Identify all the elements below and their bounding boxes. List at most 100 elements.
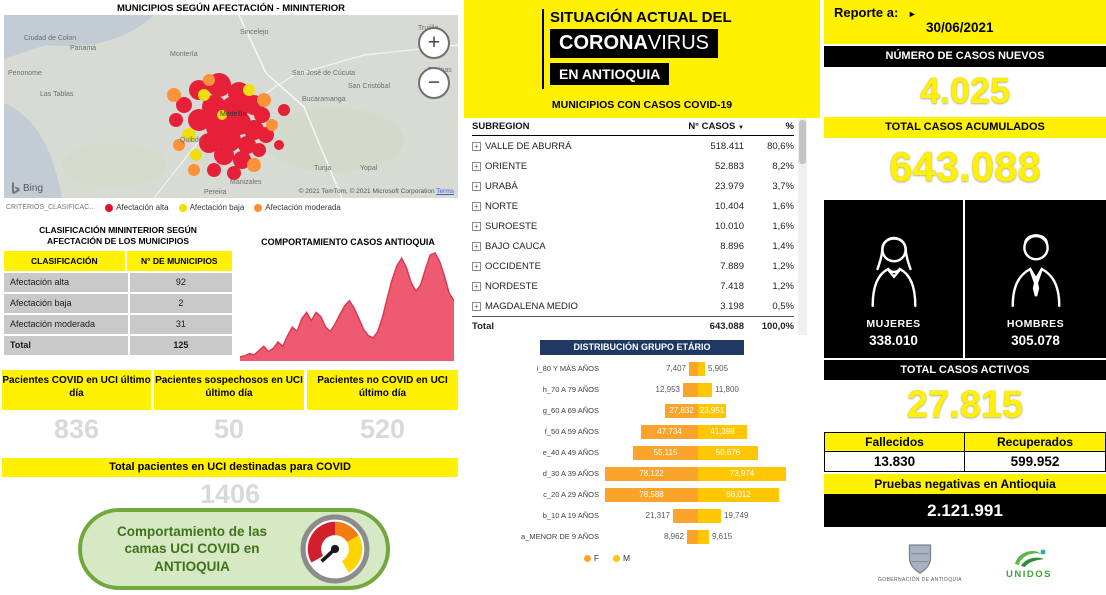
f-dot-icon [584,555,591,562]
deaths-label: Fallecidos [824,432,965,452]
active-cases-title: TOTAL CASOS ACTIVOS [824,360,1106,380]
legend-item-f[interactable]: F [584,553,599,563]
table-row[interactable]: +NORDESTE 7.418 1,2% [472,276,794,296]
table-row[interactable]: +OCCIDENTE 7.889 1,2% [472,256,794,276]
male-bar[interactable]: 50,676 [698,446,758,460]
table-row[interactable]: +MAGDALENA MEDIO 3.198 0,5% [472,296,794,316]
women-panel: MUJERES 338.010 [824,200,963,358]
age-group-row[interactable]: f_50 A 59 AÑOS 47,734 41,398 [464,421,820,442]
en-antioquia-banner: EN ANTIOQUIA [550,63,669,85]
age-group-row[interactable]: h_70 A 79 AÑOS 12,953 11,800 [464,379,820,400]
table-row[interactable]: +URABÁ 23.979 3,7% [472,176,794,196]
place-label: Panamá [70,45,96,52]
active-cases-value: 27.815 [824,384,1106,427]
female-bar[interactable]: 27,832 [665,404,698,418]
column-percent[interactable]: % [744,121,794,132]
zoom-in-button[interactable]: + [418,27,450,59]
place-label: Yopal [360,165,377,172]
female-bar[interactable] [683,383,698,397]
male-bar[interactable] [698,362,705,376]
pyramid-legend: F M [464,553,820,563]
gobernacion-logo: GOBERNACIÓN DE ANTIOQUIA [878,543,962,583]
expand-icon[interactable]: + [472,302,481,311]
table-row[interactable]: +SUROESTE 10.010 1,6% [472,216,794,236]
table-row[interactable]: Afectación alta 92 [4,273,232,292]
age-group-row[interactable]: b_10 A 19 AÑOS 21,317 19,749 [464,505,820,526]
legend-item-alta[interactable]: Afectación alta [105,203,168,212]
expand-icon[interactable]: + [472,182,481,191]
header-line1: SITUACIÓN ACTUAL DEL [550,9,732,26]
male-bar[interactable] [698,383,712,397]
column-subregion[interactable]: SUBREGION [472,121,672,132]
coronavirus-banner: CORONAVIRUS [550,29,718,58]
negative-tests-value: 2.121.991 [824,494,1106,527]
right-column: Reporte a: ► 30/06/2021 NÚMERO DE CASOS … [824,0,1106,595]
place-label: Sincelejo [240,29,268,36]
legend-item-moderada[interactable]: Afectación moderada [254,203,341,212]
age-group-row[interactable]: c_20 A 29 AÑOS 78,588 68,012 [464,484,820,505]
unidos-logo: UNIDOS [1006,546,1052,580]
zoom-out-button[interactable]: − [418,67,450,99]
female-bar[interactable]: 78,122 [605,467,698,481]
scrollbar-thumb[interactable] [799,120,806,164]
age-group-row[interactable]: e_40 A 49 AÑOS 55,115 50,676 [464,442,820,463]
male-bar[interactable]: 41,398 [698,425,747,439]
place-label: San José de Cúcuta [292,70,355,77]
table-row[interactable]: +NORTE 10.404 1,6% [472,196,794,216]
classification-table-header[interactable]: CLASIFICACIÓN N° DE MUNICIPIOS [4,251,232,271]
left-column: MUNICIPIOS SEGÚN AFECTACIÓN - MININTERIO… [0,0,462,595]
bing-logo[interactable]: Bing [10,182,43,195]
age-group-row[interactable]: d_30 A 39 AÑOS 78,122 73,974 [464,463,820,484]
age-group-row[interactable]: g_60 A 69 AÑOS 27,832 23,951 [464,400,820,421]
men-label: HOMBRES [1007,318,1064,330]
men-panel: HOMBRES 305.078 [965,200,1106,358]
expand-icon[interactable]: + [472,282,481,291]
deaths-value: 13.830 [824,452,965,472]
male-bar[interactable]: 23,951 [698,404,726,418]
column-cases[interactable]: N° CASOS ▼ [672,121,744,132]
male-bar[interactable] [698,509,721,523]
uci-total-title: Total pacientes en UCI destinadas para C… [2,458,458,477]
table-row[interactable]: Afectación baja 2 [4,294,232,313]
uci-total-value: 1406 [2,479,458,510]
female-bar[interactable] [673,509,698,523]
women-label: MUJERES [866,318,920,330]
place-label: Tunja [314,165,331,172]
female-bar[interactable]: 47,734 [641,425,698,439]
table-row[interactable]: +VALLE DE ABURRÁ 518.411 80,6% [472,136,794,156]
bing-map[interactable]: Ciudad de Colon Panamá Penonome Las Tabl… [4,15,458,198]
cases-area-chart[interactable] [240,249,454,361]
map-title: MUNICIPIOS SEGÚN AFECTACIÓN - MININTERIO… [4,3,458,14]
female-bar[interactable]: 78,588 [605,488,698,502]
report-date: 30/06/2021 [824,20,1106,35]
uci-suspect-value: 50 [154,414,304,445]
new-cases-title: NÚMERO DE CASOS NUEVOS [824,46,1106,67]
place-label: Manizales [230,179,262,186]
male-bar[interactable] [698,530,709,544]
female-bar[interactable]: 55,115 [633,446,698,460]
age-group-row[interactable]: a_MENOR DE 9 AÑOS 8,962 9,615 [464,526,820,547]
female-bar[interactable] [689,362,698,376]
female-bar[interactable] [687,530,698,544]
legend-item-m[interactable]: M [613,553,630,563]
yellow-dot-icon [179,204,187,212]
expand-icon[interactable]: + [472,162,481,171]
male-bar[interactable]: 73,974 [698,467,786,481]
expand-icon[interactable]: + [472,222,481,231]
table-scrollbar[interactable] [798,118,807,335]
table-row[interactable]: Afectación moderada 31 [4,315,232,334]
gauge-icon [299,513,371,585]
expand-icon[interactable]: + [472,142,481,151]
table-row[interactable]: +BAJO CAUCA 8.896 1,4% [472,236,794,256]
cases-table-header: SUBREGION N° CASOS ▼ % [472,118,794,136]
male-bar[interactable]: 68,012 [698,488,779,502]
uci-covid-value: 836 [2,414,151,445]
expand-icon[interactable]: + [472,262,481,271]
map-attribution: © 2021 TomTom, © 2021 Microsoft Corporat… [299,188,454,195]
terms-link[interactable]: Terms [436,188,454,195]
age-group-row[interactable]: i_80 Y MÁS AÑOS 7,407 5,905 [464,358,820,379]
expand-icon[interactable]: + [472,202,481,211]
table-row[interactable]: +ORIENTE 52.883 8,2% [472,156,794,176]
expand-icon[interactable]: + [472,242,481,251]
legend-item-baja[interactable]: Afectación baja [179,203,245,212]
